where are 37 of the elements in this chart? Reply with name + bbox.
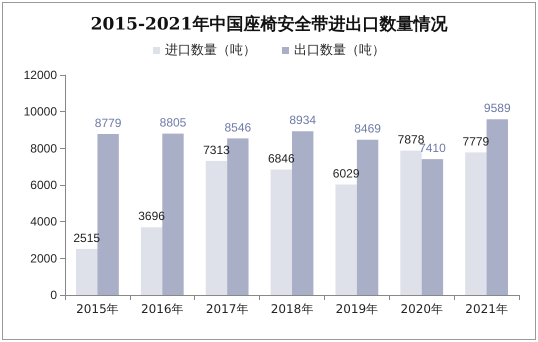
data-label: 7779 [462,134,490,148]
y-tick-label: 8000 [30,141,58,156]
data-label: 8779 [94,116,122,130]
bar [422,159,444,295]
x-tick-label: 2018年 [270,302,314,316]
data-label: 7313 [203,142,230,157]
bar [335,184,357,295]
data-label: 2515 [73,230,100,245]
data-label: 8469 [354,122,382,136]
legend-label: 出口数量（吨） [294,43,385,58]
y-tick-label: 0 [50,288,58,302]
y-tick-label: 12000 [24,68,58,82]
bar [270,169,292,295]
bar [140,227,162,295]
data-label: 8934 [289,113,316,128]
y-tick-label: 6000 [30,178,58,192]
x-tick-label: 2017年 [206,302,248,316]
x-tick-label: 2016年 [141,302,184,316]
bar [465,152,487,295]
bar [76,248,98,295]
data-label: 8805 [160,116,187,130]
data-label: 8546 [224,120,252,134]
bar [206,160,228,295]
x-tick-label: 2020年 [400,302,443,316]
data-label: 6029 [332,166,360,180]
x-tick-label: 2019年 [336,302,378,316]
data-label: 6846 [268,151,295,166]
y-tick-label: 4000 [30,214,58,229]
y-tick-label: 2000 [30,251,58,266]
data-label: 9589 [484,101,511,116]
x-tick-label: 2015年 [76,302,119,316]
legend-label: 进口数量（吨） [165,43,256,58]
chart-title: 2015-2021年中国座椅安全带进出口数量情况 [90,14,448,34]
bar [400,150,422,295]
data-label: 3696 [138,209,166,224]
x-tick-label: 2021年 [465,302,508,316]
y-tick-label: 10000 [24,104,58,119]
